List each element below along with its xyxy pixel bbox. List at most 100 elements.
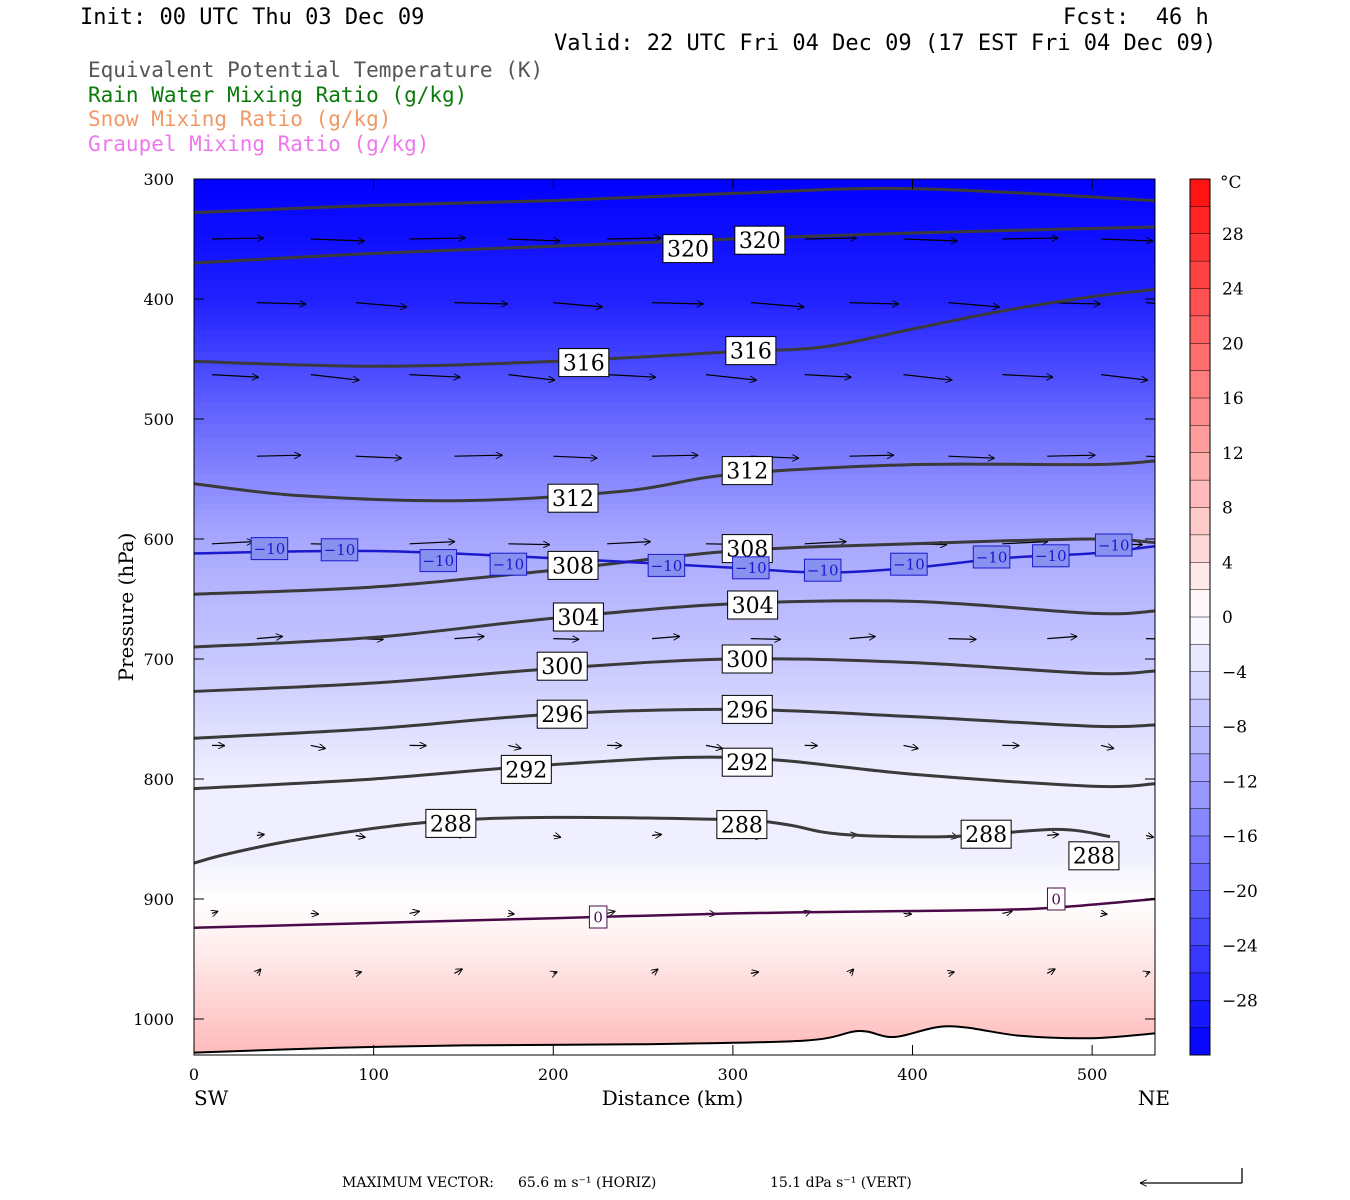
colorbar-frame bbox=[1189, 178, 1211, 1056]
temp-band bbox=[194, 985, 1155, 994]
contour-label: 292 bbox=[505, 758, 547, 783]
wind-vector bbox=[652, 455, 698, 456]
temp-band bbox=[194, 272, 1155, 281]
ne-label: NE bbox=[1138, 1086, 1170, 1110]
colorbar-tick-label: 8 bbox=[1222, 499, 1233, 519]
colorbar-bin bbox=[1190, 288, 1210, 317]
contour-label: 316 bbox=[730, 340, 772, 365]
contour-label: 300 bbox=[541, 655, 583, 680]
variable-label: Graupel Mixing Ratio (g/kg) bbox=[88, 131, 430, 156]
wind-vector bbox=[948, 302, 999, 307]
colorbar-bin bbox=[1190, 315, 1210, 344]
temp-band bbox=[194, 690, 1155, 698]
contour-label: 0 bbox=[1051, 890, 1061, 908]
wind-vector bbox=[750, 972, 759, 974]
contour-label-box bbox=[647, 553, 686, 577]
colorbar-bin bbox=[1190, 972, 1210, 1001]
contour-label-box bbox=[1046, 887, 1066, 911]
colorbar-tick-label: 12 bbox=[1222, 444, 1244, 464]
temp-band bbox=[194, 978, 1155, 986]
y-tick-label: 700 bbox=[143, 650, 174, 669]
temp-band bbox=[194, 783, 1155, 792]
contour-label: −10 bbox=[976, 548, 1008, 566]
temp-band bbox=[194, 452, 1155, 461]
wind-vector bbox=[409, 238, 466, 239]
temp-band bbox=[194, 834, 1155, 842]
wind-vector bbox=[553, 456, 597, 458]
temp-band bbox=[194, 1007, 1155, 1015]
temp-band bbox=[194, 913, 1155, 922]
temp-band bbox=[194, 618, 1155, 626]
temp-band bbox=[194, 776, 1155, 785]
temp-band bbox=[194, 819, 1155, 828]
wind-vector bbox=[1145, 835, 1154, 837]
x-axis-label: Distance (km) bbox=[602, 1086, 744, 1110]
wind-vector bbox=[454, 303, 507, 304]
wind-vector bbox=[607, 238, 661, 239]
temp-band bbox=[194, 683, 1155, 691]
contour-label-box bbox=[662, 234, 714, 264]
temp-band bbox=[194, 575, 1155, 583]
colorbar: 28 24 20 16 12 8 4 0 −4 −8 −12 −16 −20 −24 −28 °C bbox=[1189, 173, 1258, 1056]
wind-vector bbox=[355, 835, 366, 837]
temp-band bbox=[194, 848, 1155, 857]
contour-label-box bbox=[536, 699, 588, 729]
temp-band bbox=[194, 719, 1155, 727]
contour-label: 288 bbox=[965, 823, 1007, 848]
temp-band bbox=[194, 229, 1155, 238]
contour-label-box bbox=[716, 810, 768, 840]
wind-vector bbox=[750, 639, 781, 640]
wind-vector bbox=[409, 542, 456, 544]
wind-vector bbox=[804, 238, 857, 239]
wind-vector bbox=[409, 911, 420, 913]
x-tick-label: 0 bbox=[189, 1065, 199, 1084]
valid-time: Valid: 22 UTC Fri 04 Dec 09 (17 EST Fri … bbox=[554, 31, 1217, 56]
contour-label-box bbox=[803, 558, 842, 582]
wind-vector bbox=[508, 745, 521, 748]
temp-band bbox=[194, 668, 1155, 677]
axes: 300 400 500 600 700 800 900 1000 0 100 200 300 400 50… bbox=[114, 170, 1170, 1110]
temp-band bbox=[194, 416, 1155, 425]
contour-label-box bbox=[1032, 544, 1070, 568]
temp-band bbox=[194, 971, 1155, 979]
temp-band bbox=[194, 1028, 1155, 1037]
colorbar-bin bbox=[1190, 644, 1210, 673]
temp-band bbox=[194, 467, 1155, 475]
temp-band bbox=[194, 445, 1155, 454]
wind-vector bbox=[705, 745, 723, 748]
temp-band bbox=[194, 805, 1155, 814]
temp-band bbox=[194, 891, 1155, 900]
temp-band bbox=[194, 517, 1155, 526]
temp-band bbox=[194, 596, 1155, 605]
contour-label-box bbox=[732, 556, 770, 580]
temp-band bbox=[194, 330, 1155, 338]
wind-vector bbox=[1100, 745, 1114, 748]
wind-vector bbox=[256, 455, 301, 456]
colorbar-tick-label: −28 bbox=[1222, 991, 1258, 1011]
wind-vector bbox=[310, 239, 365, 241]
colorbar-tick-label: −16 bbox=[1222, 827, 1258, 847]
contour-label: −10 bbox=[807, 562, 839, 580]
wind-vector bbox=[606, 911, 615, 913]
temp-band bbox=[194, 639, 1155, 648]
temp-band bbox=[194, 359, 1155, 367]
variable-label: Rain Water Mixing Ratio (g/kg) bbox=[88, 82, 468, 107]
colorbar-bin bbox=[1190, 179, 1210, 207]
wind-vector bbox=[1047, 455, 1095, 456]
contour-label-box bbox=[500, 754, 552, 784]
sw-label: SW bbox=[194, 1086, 229, 1110]
temp-band bbox=[194, 186, 1155, 194]
zero-isotherm bbox=[194, 897, 1155, 930]
y-tick-label: 600 bbox=[143, 530, 174, 549]
colorbar-tick-label: −8 bbox=[1222, 718, 1247, 738]
wind-vector bbox=[1146, 638, 1155, 640]
temp-band bbox=[194, 647, 1155, 655]
theta-e-contour bbox=[194, 755, 1155, 791]
temp-band bbox=[194, 344, 1155, 353]
wind-vector bbox=[356, 972, 362, 974]
contour-label: 296 bbox=[541, 703, 583, 728]
temp-band bbox=[194, 495, 1155, 504]
temp-band bbox=[194, 539, 1155, 547]
temp-band bbox=[194, 380, 1155, 389]
wind-vector bbox=[310, 913, 319, 914]
